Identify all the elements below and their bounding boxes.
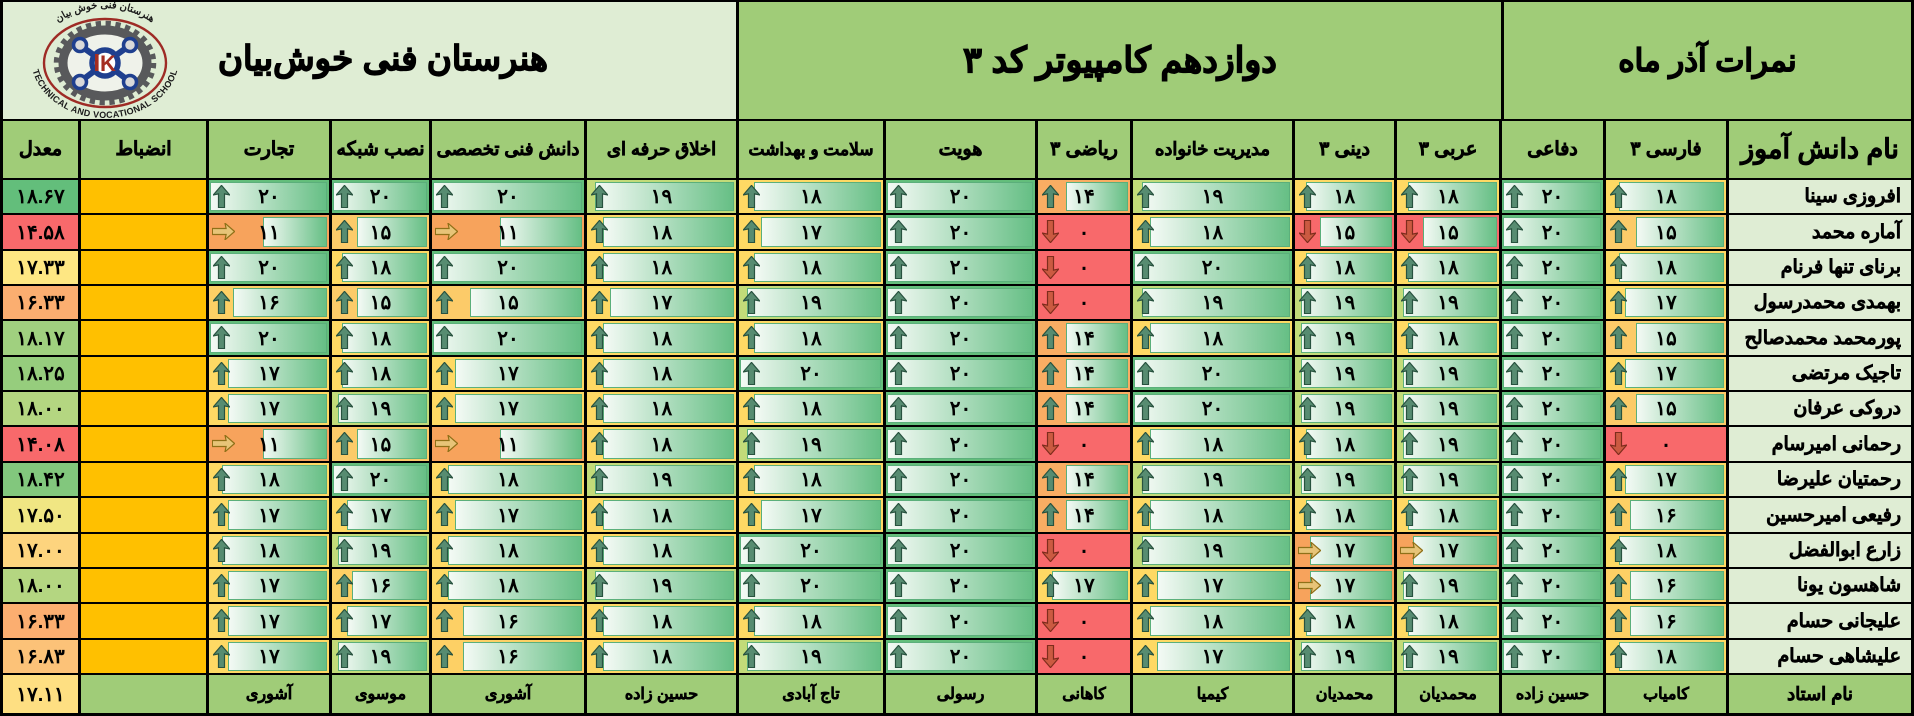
svg-text:هنرستان فنی خوش بیان: هنرستان فنی خوش بیان: [54, 2, 157, 25]
svg-text:K: K: [100, 51, 116, 76]
